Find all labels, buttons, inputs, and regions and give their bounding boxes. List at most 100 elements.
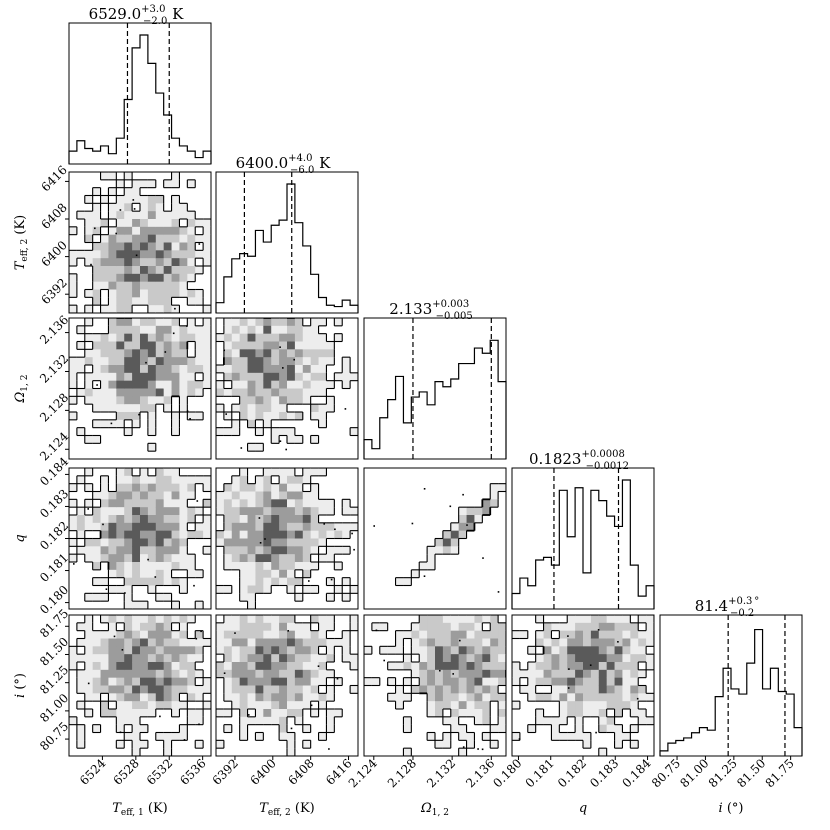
- density-cell: [84, 709, 94, 718]
- density-cell: [466, 630, 475, 639]
- density-cell: [466, 677, 475, 686]
- density-cell: [231, 349, 241, 358]
- density-cell: [163, 662, 172, 671]
- y-tick-label: 6392: [38, 276, 69, 307]
- density-cell: [124, 546, 133, 555]
- density-cell: [171, 305, 180, 313]
- density-cell: [163, 483, 172, 492]
- density-cell: [116, 179, 125, 189]
- density-cell: [147, 615, 157, 624]
- density-cell: [223, 662, 233, 671]
- density-cell: [124, 685, 133, 694]
- density-cell: [255, 654, 264, 663]
- density-cell: [116, 396, 125, 405]
- density-cell: [76, 732, 86, 741]
- density-cell: [140, 341, 149, 350]
- density-cell: [155, 685, 165, 694]
- density-cell: [163, 693, 172, 702]
- density-panel-teff2-omega: [215, 317, 359, 460]
- density-cell: [302, 546, 312, 555]
- density-cell: [318, 554, 327, 563]
- density-panel-teff1-teff2: [68, 171, 212, 314]
- panel-title-teff2: 6400.0+4.0 −6.0 K: [236, 153, 331, 176]
- density-cell: [287, 365, 296, 374]
- density-cell: [318, 388, 327, 397]
- density-cell: [239, 646, 248, 655]
- density-cell: [124, 266, 133, 275]
- density-cell: [171, 546, 180, 555]
- density-cell: [116, 219, 125, 228]
- density-cell: [147, 654, 157, 663]
- density-cell: [179, 724, 188, 733]
- density-cell: [302, 677, 312, 686]
- density-cell: [310, 333, 319, 342]
- density-cell: [216, 646, 225, 655]
- density-cell: [76, 740, 86, 749]
- density-cell: [132, 677, 141, 686]
- density-cell: [279, 530, 288, 539]
- density-cell: [132, 341, 141, 350]
- density-cell: [583, 732, 592, 741]
- density-cell: [147, 195, 157, 204]
- density-cell: [179, 281, 188, 290]
- density-cell: [263, 507, 272, 516]
- density-cell: [614, 732, 623, 741]
- density-cell: [442, 662, 452, 671]
- density-cell: [163, 468, 172, 477]
- density-cell: [287, 483, 296, 492]
- density-cell: [287, 515, 296, 524]
- density-cell: [255, 318, 264, 327]
- density-cell: [132, 483, 141, 492]
- sample-point: [259, 542, 262, 544]
- density-cell: [69, 538, 78, 547]
- density-cell: [155, 195, 165, 204]
- density-cell: [638, 638, 647, 647]
- density-cell: [163, 748, 172, 756]
- sample-point: [287, 630, 289, 632]
- density-cell: [310, 365, 319, 374]
- density-cell: [450, 622, 460, 632]
- density-cell: [132, 601, 141, 609]
- density-cell: [132, 693, 141, 702]
- density-cell: [271, 468, 280, 477]
- density-cell: [567, 693, 576, 702]
- density-cell: [195, 530, 204, 539]
- density-cell: [598, 646, 608, 655]
- density-cell: [247, 562, 256, 571]
- density-cell: [132, 654, 141, 663]
- density-cell: [512, 630, 521, 639]
- density-cell: [108, 242, 117, 251]
- density-cell: [342, 365, 351, 374]
- density-cell: [350, 522, 358, 532]
- density-cell: [76, 724, 86, 733]
- density-cell: [498, 677, 506, 686]
- density-cell: [116, 724, 125, 733]
- density-cell: [223, 669, 233, 679]
- density-cell: [435, 622, 444, 632]
- density-cell: [69, 380, 78, 389]
- density-cell: [116, 242, 125, 251]
- density-cell: [124, 333, 133, 342]
- density-cell: [567, 654, 576, 663]
- density-cell: [458, 654, 467, 663]
- density-cell: [92, 554, 101, 563]
- density-cell: [271, 357, 280, 366]
- density-cell: [116, 740, 125, 749]
- density-cell: [100, 483, 109, 492]
- density-cell: [310, 435, 319, 444]
- density-cell: [435, 740, 444, 749]
- density-cell: [364, 646, 373, 655]
- density-cell: [247, 372, 256, 382]
- density-cell: [294, 654, 304, 663]
- density-cell: [92, 404, 101, 413]
- density-cell: [279, 577, 288, 586]
- density-cell: [216, 365, 225, 374]
- density-cell: [302, 669, 312, 679]
- sample-point: [258, 517, 261, 519]
- y-tick-label: 0.181: [37, 551, 71, 585]
- density-cell: [163, 396, 172, 405]
- density-cell: [187, 569, 196, 579]
- density-cell: [140, 669, 149, 679]
- density-cell: [195, 475, 204, 485]
- x-tick-label: 2.136: [463, 756, 497, 790]
